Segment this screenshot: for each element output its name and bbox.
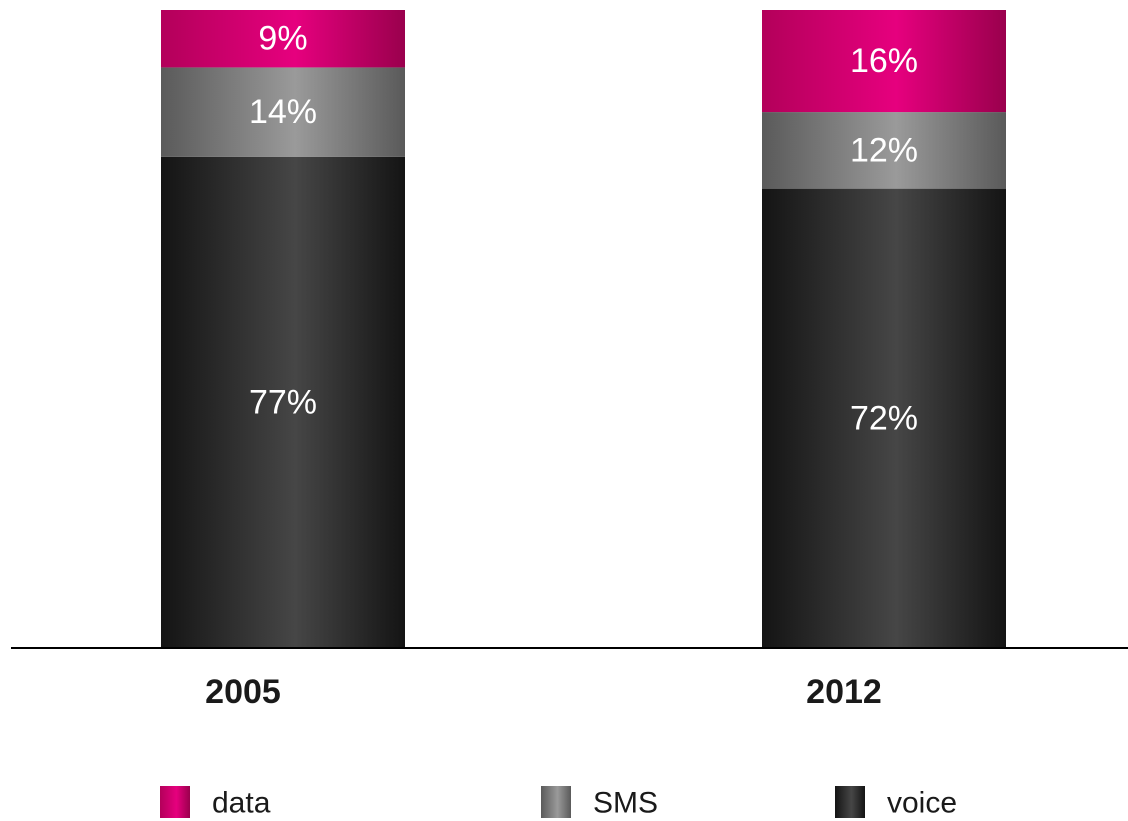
- legend-swatch-voice: [835, 786, 865, 818]
- data-label-sms-2012: 12%: [850, 131, 918, 169]
- legend-label-data: data: [212, 787, 271, 820]
- legend-swatch-sms: [541, 786, 571, 818]
- legend-label-sms: SMS: [593, 787, 658, 820]
- data-label-voice-2012: 72%: [850, 399, 918, 437]
- bar-segment-data-2005: [161, 10, 405, 68]
- legend-swatch-data: [160, 786, 190, 818]
- data-label-data-2012: 16%: [850, 42, 918, 80]
- data-label-voice-2005: 77%: [249, 383, 317, 421]
- legend-label-voice: voice: [887, 787, 957, 820]
- bar-segment-sms-2005: [161, 67, 405, 157]
- bars-layer: [161, 10, 1006, 649]
- segment-labels-layer: 77% 14% 9% 72% 12% 16%: [249, 20, 918, 438]
- category-label-2012: 2012: [806, 673, 882, 711]
- bar-segment-voice-2012: [762, 188, 1006, 648]
- bar-segment-sms-2012: [762, 112, 1006, 189]
- category-labels-layer: 2005 2012: [205, 673, 882, 711]
- legend: data SMS voice: [160, 786, 957, 820]
- data-label-data-2005: 9%: [258, 20, 307, 58]
- bar-segment-voice-2005: [161, 156, 405, 649]
- data-label-sms-2005: 14%: [249, 93, 317, 131]
- category-label-2005: 2005: [205, 673, 281, 711]
- bar-segment-data-2012: [762, 10, 1006, 113]
